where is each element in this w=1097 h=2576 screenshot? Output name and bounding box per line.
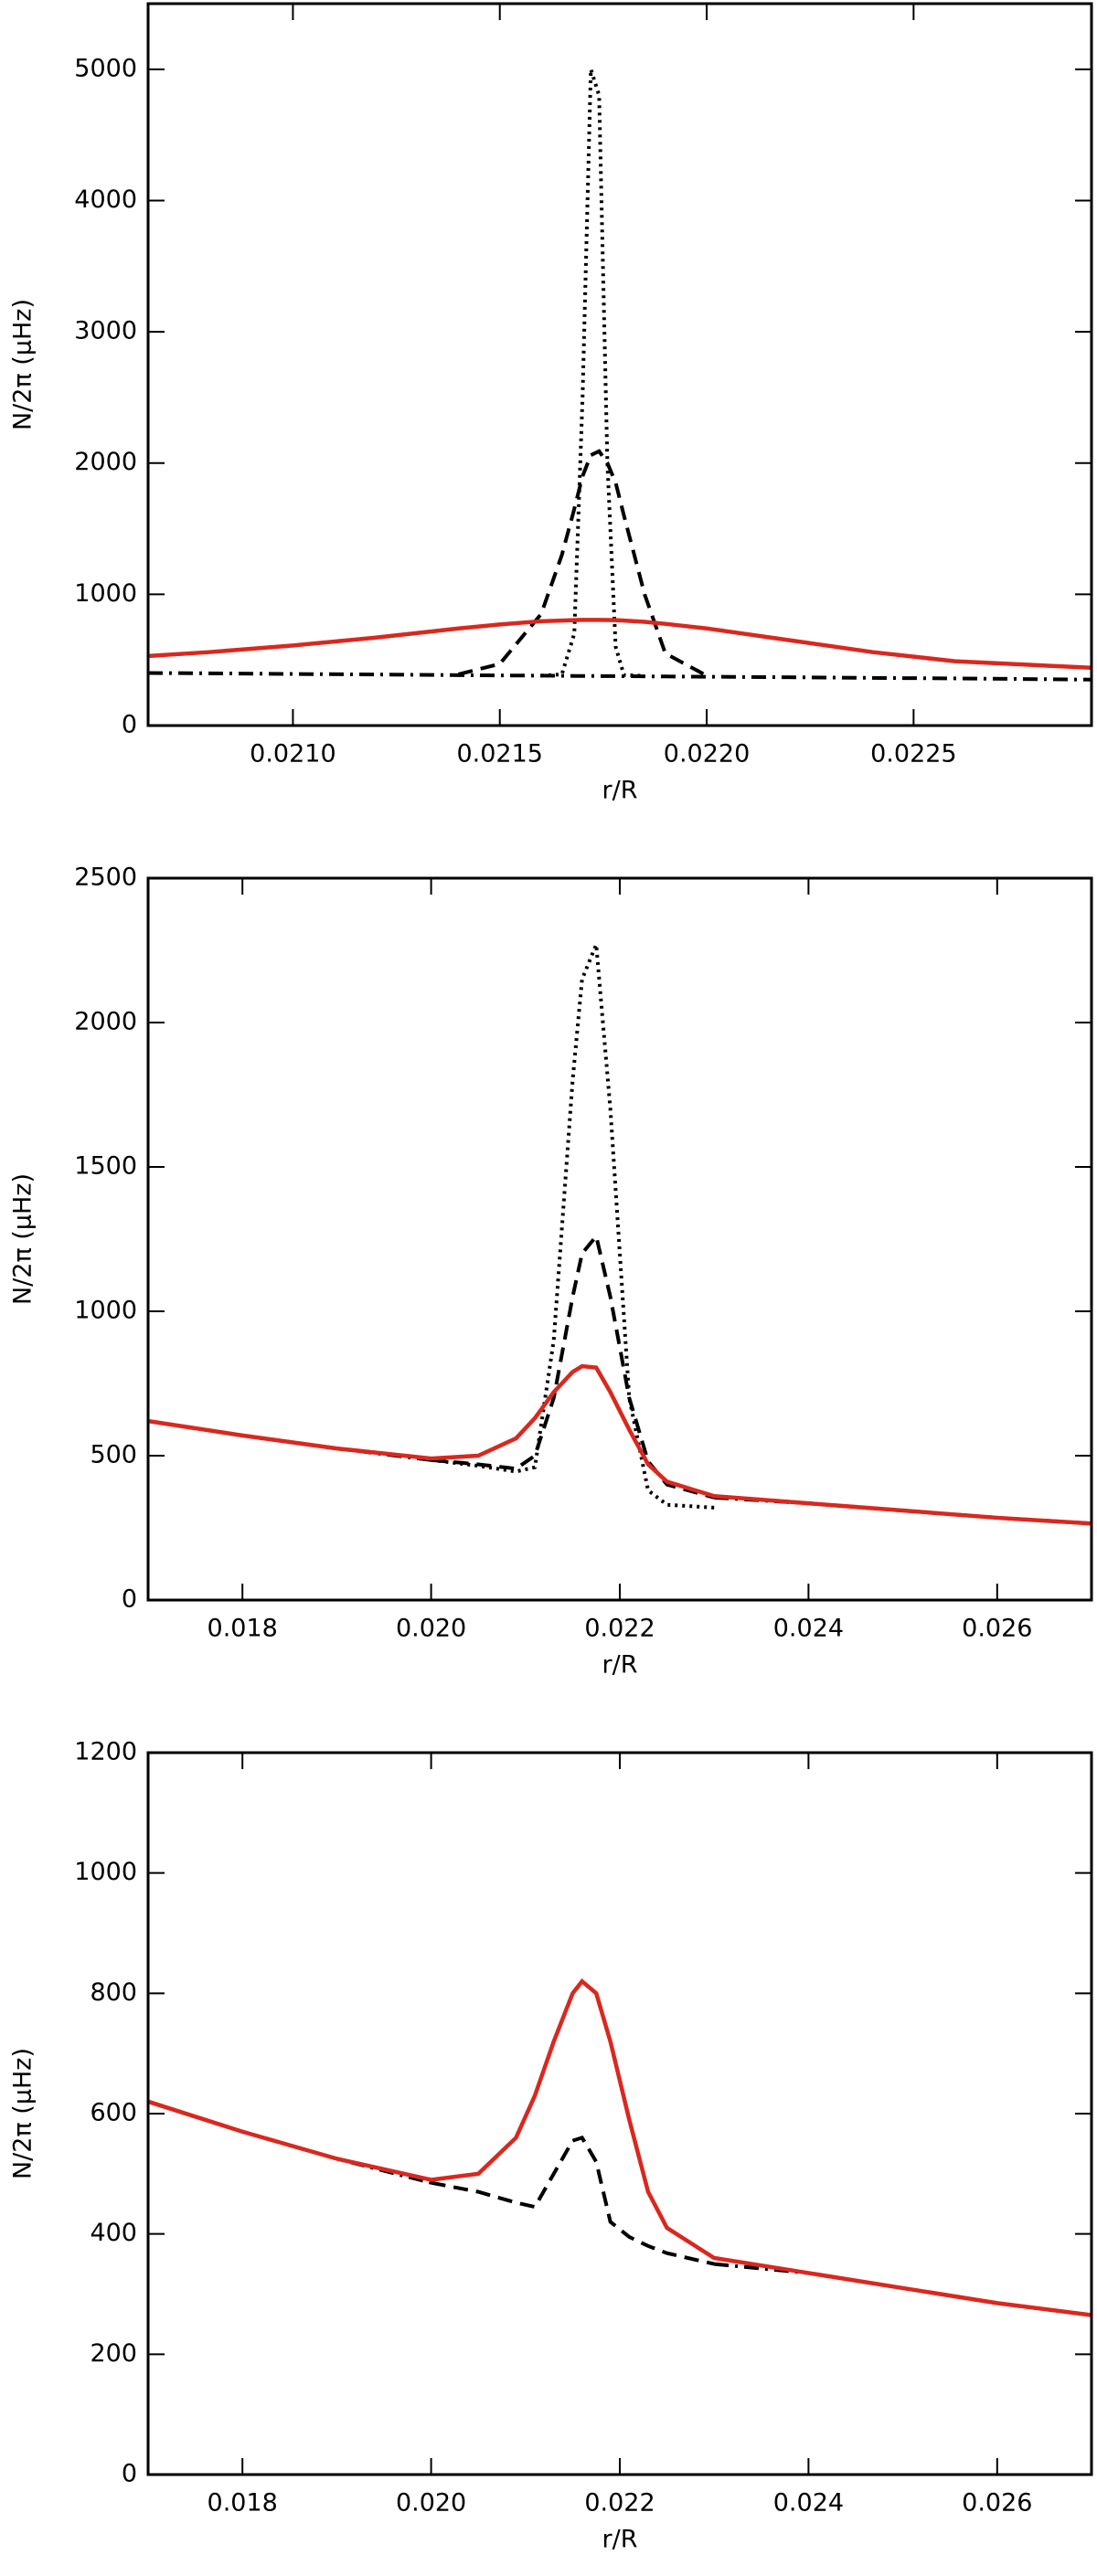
series-line [431,943,715,1510]
plot-frame [146,2,1093,727]
y-tick-label: 600 [90,2099,137,2127]
y-axis-label: N/2π (μHz) [9,2048,37,2179]
series-line [148,1363,1092,1526]
y-tick-label: 2500 [74,864,137,892]
series-line [431,2135,715,2266]
y-tick-label: 1000 [74,579,137,608]
x-tick-label: 0.024 [773,2489,844,2518]
series-line [148,671,1092,682]
y-tick-label: 1500 [74,1152,137,1181]
x-tick-label: 0.018 [208,1615,278,1643]
plot-frame [146,876,1093,1602]
panel: 0 200 400 600 800 1000 1200 0.018 0.020 0.022 0.02… [9,1738,1093,2554]
y-tick-label: 1000 [74,1858,137,1886]
x-tick-label: 0.020 [396,2489,466,2518]
series-line [457,449,708,678]
y-tick-label: 200 [90,2339,137,2368]
x-tick-label: 0.018 [208,2489,278,2518]
x-tick-label: 0.0210 [250,740,335,769]
y-tick-label: 4000 [74,186,137,214]
series-line [148,1977,1092,2317]
plot-frame [146,1751,1093,2476]
y-tick-label: 2000 [74,448,137,476]
x-tick-label: 0.020 [396,1615,466,1643]
x-tick-label: 0.022 [584,1615,655,1643]
y-tick-label: 1200 [74,1738,137,1766]
y-tick-label: 800 [90,1978,137,2007]
x-tick-label: 0.0225 [870,740,956,769]
x-axis-label: r/R [602,777,638,805]
y-tick-label: 1000 [74,1297,137,1325]
x-tick-label: 0.026 [962,1615,1032,1643]
panel: 0 500 1000 1500 2000 2500 0.018 0.020 0.022 0.024… [9,864,1093,1680]
y-tick-label: 3000 [74,317,137,345]
panel: 0 1000 2000 3000 4000 5000 0.0210 0.0215 0.0220 0… [9,2,1093,805]
x-axis-label: r/R [602,1651,638,1680]
series-line [148,2099,1092,2317]
x-tick-label: 0.0215 [456,740,542,769]
y-tick-label: 400 [90,2219,137,2247]
y-tick-label: 0 [122,1585,137,1614]
y-tick-label: 5000 [74,54,137,82]
y-tick-label: 500 [90,1441,137,1469]
y-axis-label: N/2π (μHz) [9,1173,37,1305]
y-tick-label: 2000 [74,1008,137,1036]
x-axis-label: r/R [602,2526,638,2554]
series-line [148,1419,1092,1526]
x-tick-label: 0.026 [962,2489,1032,2518]
x-tick-label: 0.024 [773,1615,844,1643]
series-line [540,69,645,678]
x-tick-label: 0.022 [584,2489,655,2518]
y-tick-label: 0 [122,2460,137,2488]
y-axis-label: N/2π (μHz) [9,299,37,430]
series-line [148,618,1092,671]
series-line [431,1232,715,1500]
x-tick-label: 0.0220 [664,740,750,769]
y-tick-label: 0 [122,711,137,739]
